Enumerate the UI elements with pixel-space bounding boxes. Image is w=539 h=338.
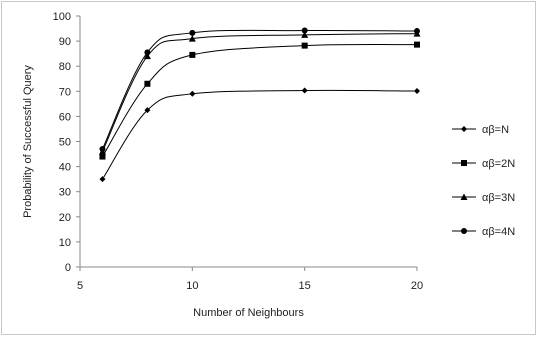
data-point xyxy=(99,153,106,160)
legend-item: αβ=4N xyxy=(452,226,515,238)
y-tick-label: 80 xyxy=(59,61,71,73)
data-point xyxy=(301,27,308,34)
legend-label: αβ=4N xyxy=(482,226,515,238)
x-tick-label: 15 xyxy=(299,280,311,292)
legend: αβ=N αβ=2N αβ=3N αβ=4N xyxy=(452,124,515,238)
data-point xyxy=(188,35,196,42)
legend-item: αβ=N xyxy=(452,124,509,136)
y-tick-label: 60 xyxy=(59,111,71,123)
data-point xyxy=(301,87,308,94)
legend-marker xyxy=(461,228,467,234)
y-tick-label: 30 xyxy=(59,187,71,199)
y-tick-label: 0 xyxy=(65,262,71,274)
legend-label: αβ=2N xyxy=(482,158,515,170)
data-point xyxy=(414,88,420,95)
data-point xyxy=(144,80,151,87)
legend-marker xyxy=(460,193,468,200)
x-tick-label: 10 xyxy=(186,280,198,292)
y-tick-label: 10 xyxy=(59,237,71,249)
data-point xyxy=(144,49,151,56)
data-point xyxy=(414,28,420,35)
series-line xyxy=(102,44,418,157)
y-tick-label: 50 xyxy=(59,137,71,149)
data-point xyxy=(189,29,196,36)
data-point xyxy=(99,176,106,183)
x-tick-label: 5 xyxy=(77,280,83,292)
series-line xyxy=(102,89,418,180)
series-line xyxy=(102,29,418,150)
legend-label: αβ=3N xyxy=(482,192,515,204)
data-point xyxy=(189,51,196,58)
legend-item: αβ=2N xyxy=(452,158,515,170)
y-tick-label: 20 xyxy=(59,212,71,224)
series-line xyxy=(102,33,418,152)
y-axis-title: Probability of Successful Query xyxy=(22,65,34,218)
legend-marker xyxy=(461,126,467,132)
y-tick-label: 100 xyxy=(53,11,71,23)
legend-marker xyxy=(461,160,467,166)
data-point xyxy=(143,52,151,60)
data-point xyxy=(99,146,106,153)
series-4 xyxy=(99,27,420,153)
series-2 xyxy=(99,41,420,160)
legend-item: αβ=3N xyxy=(452,192,515,204)
legend-label: αβ=N xyxy=(482,124,509,136)
y-tick-label: 40 xyxy=(59,162,71,174)
series-layer xyxy=(98,27,421,183)
x-axis-title: Number of Neighbours xyxy=(193,307,304,319)
series-3 xyxy=(98,30,421,155)
data-point xyxy=(301,42,308,49)
data-point xyxy=(414,41,420,48)
y-tick-label: 90 xyxy=(59,36,71,48)
y-tick-label: 70 xyxy=(59,86,71,98)
data-point xyxy=(144,107,151,114)
data-point xyxy=(189,90,196,97)
series-1 xyxy=(99,87,420,183)
axes: 0 10 20 30 40 50 60 70 80 90 100 5 10 15 20 xyxy=(53,11,423,292)
data-point xyxy=(301,31,309,38)
x-tick-label: 20 xyxy=(411,280,423,292)
